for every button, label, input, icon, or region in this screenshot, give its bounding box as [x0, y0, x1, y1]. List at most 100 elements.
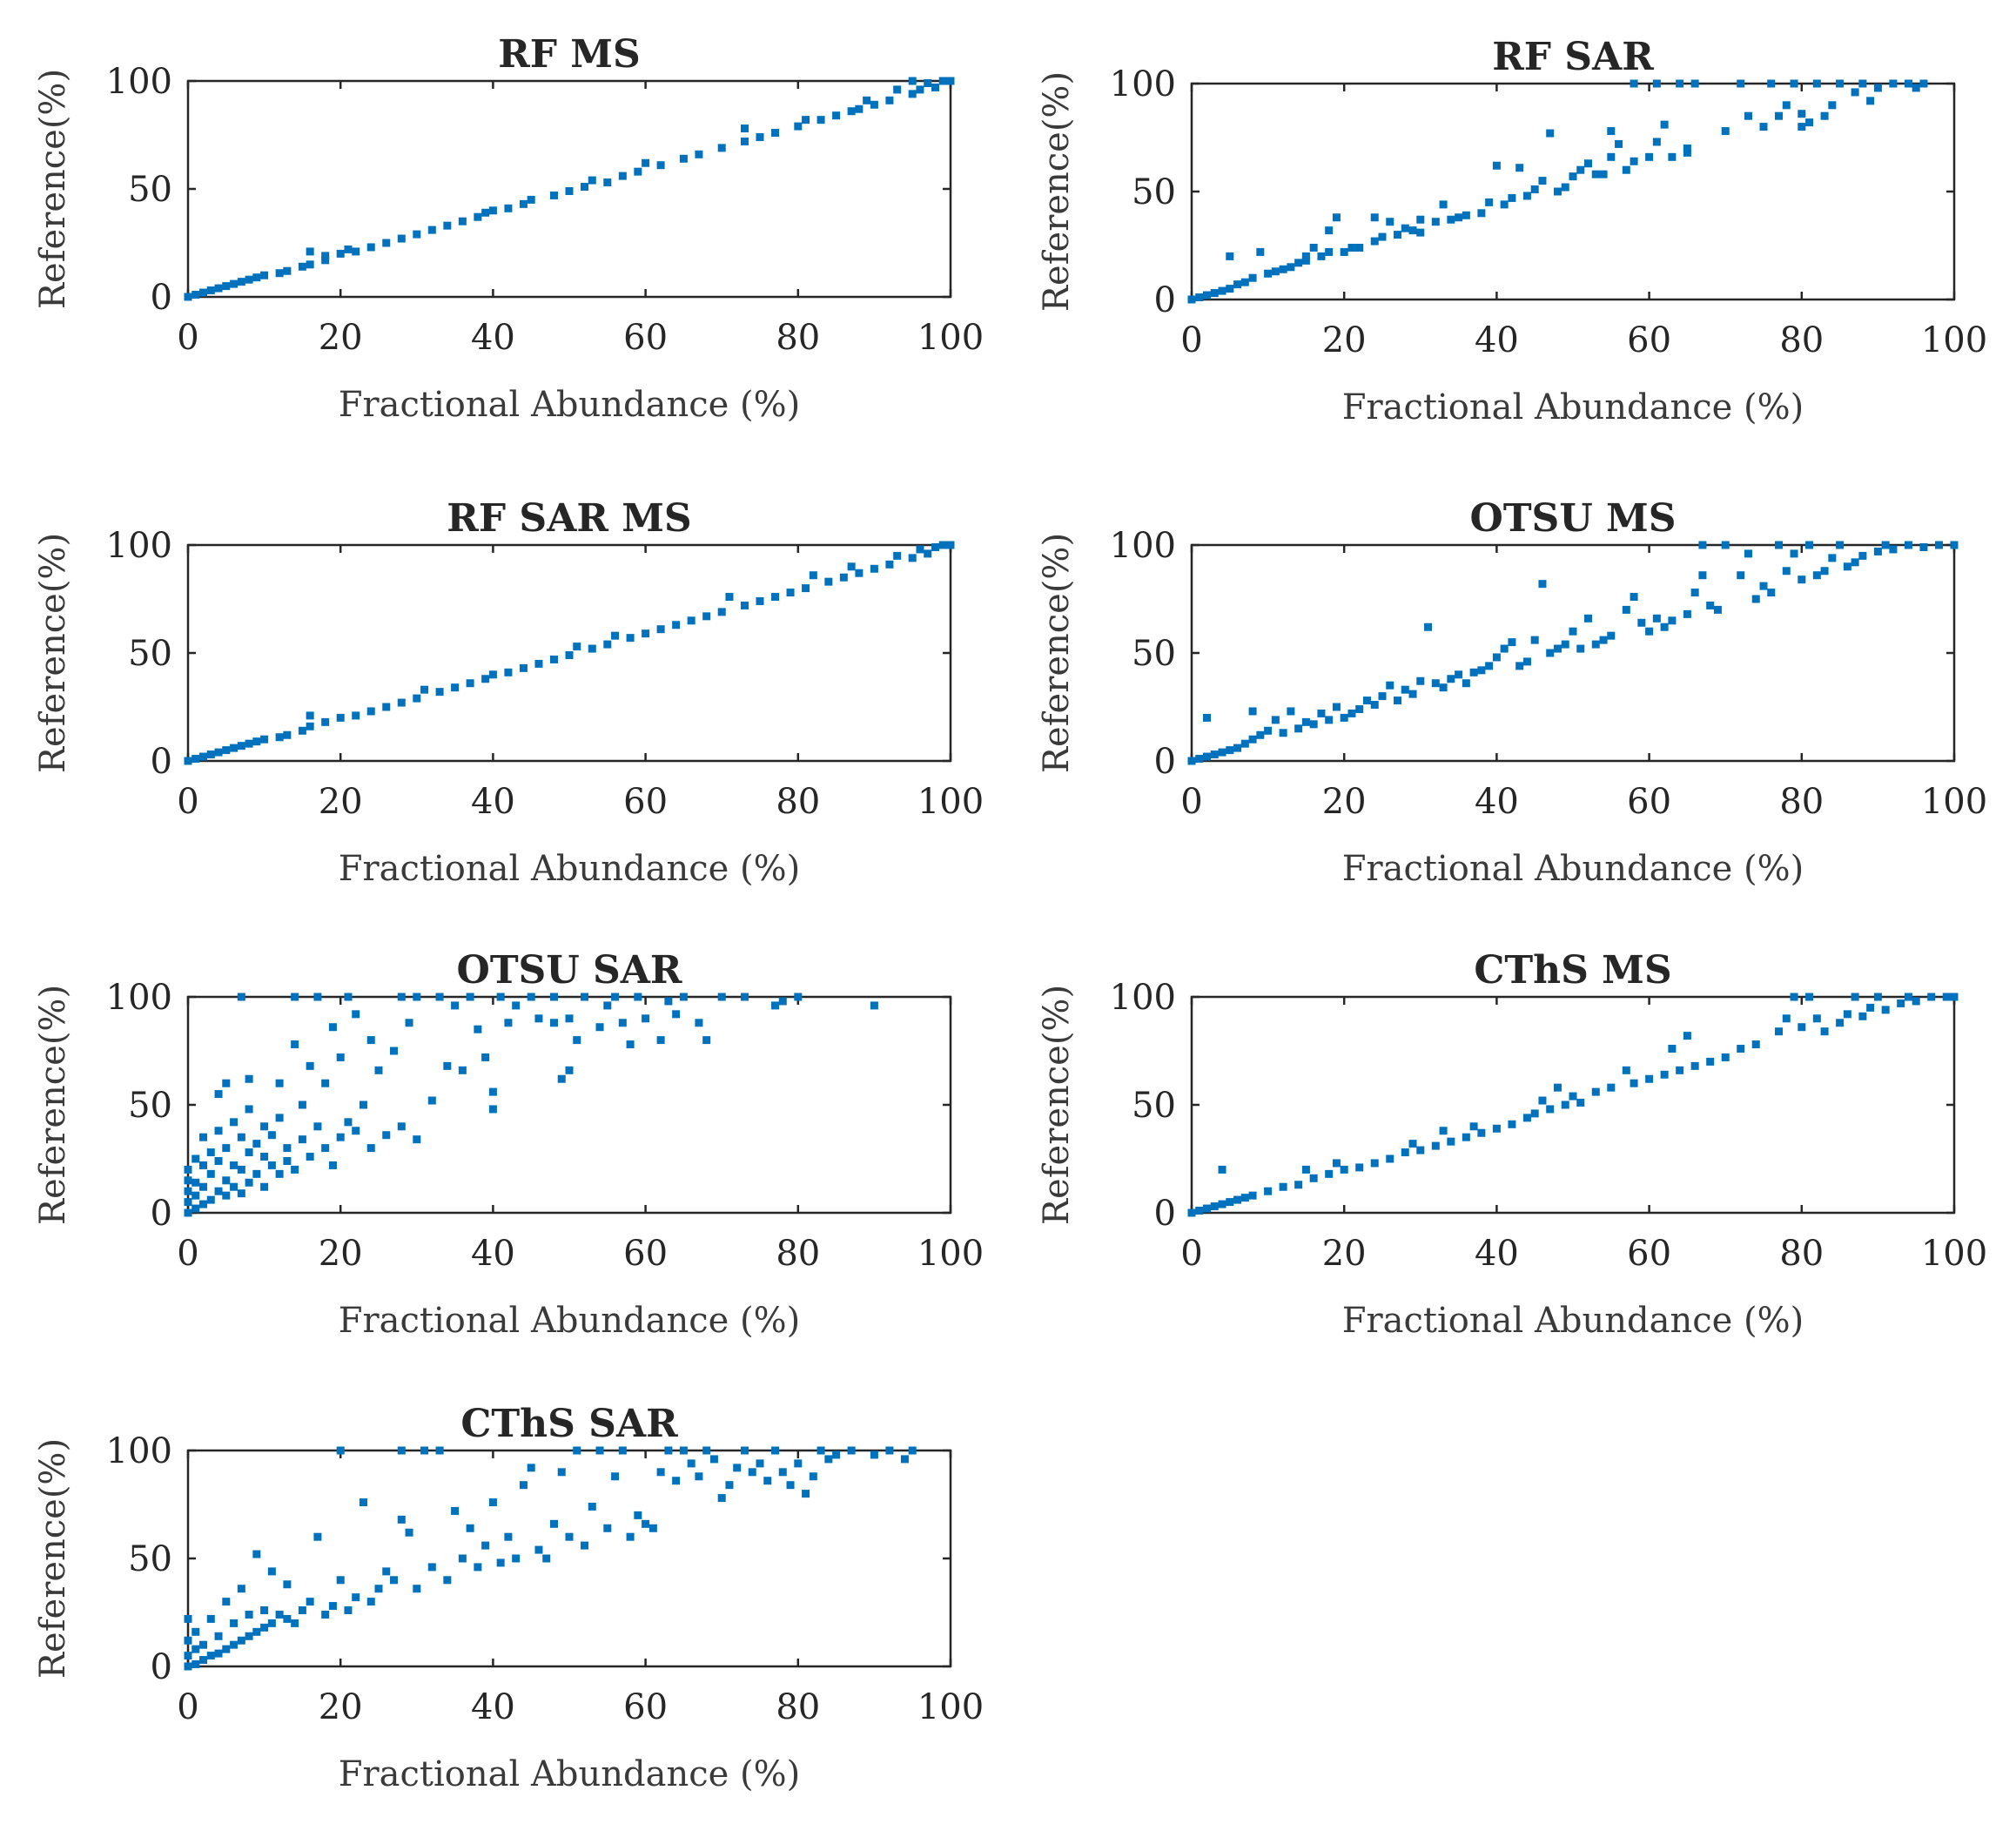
data-point	[595, 1446, 604, 1455]
data-point	[672, 1477, 681, 1485]
data-point	[306, 1598, 314, 1606]
data-point	[1485, 662, 1494, 670]
data-point	[321, 1144, 330, 1153]
data-point	[260, 1122, 269, 1131]
data-point	[733, 1464, 742, 1472]
data-point	[1294, 1181, 1303, 1189]
data-point	[192, 1154, 200, 1163]
data-point	[549, 993, 558, 1001]
x-tick-label: 40	[1475, 782, 1519, 822]
data-point	[252, 1627, 261, 1636]
data-point	[1897, 999, 1905, 1007]
data-point	[192, 1178, 200, 1187]
data-point	[1698, 571, 1707, 580]
data-point	[496, 1558, 505, 1567]
x-tick-label: 60	[623, 1687, 668, 1727]
data-point	[1301, 1165, 1310, 1174]
data-point	[1408, 1140, 1417, 1148]
data-point	[1515, 662, 1524, 670]
data-point	[557, 1468, 566, 1477]
data-point	[1553, 1083, 1562, 1092]
data-point	[458, 217, 467, 225]
data-point	[328, 1023, 337, 1032]
data-point	[626, 1532, 635, 1541]
data-point	[1836, 1019, 1845, 1027]
data-point	[1522, 657, 1531, 666]
data-point	[427, 1563, 436, 1572]
data-point	[1820, 567, 1829, 575]
data-point	[549, 1019, 558, 1027]
data-point	[839, 573, 848, 582]
data-point	[184, 293, 192, 301]
data-point	[397, 234, 406, 243]
data-point	[1485, 198, 1494, 206]
data-point	[1203, 1204, 1212, 1213]
data-point	[816, 116, 825, 125]
data-point	[1690, 1061, 1699, 1070]
data-point	[405, 1528, 413, 1537]
data-point	[1187, 1208, 1196, 1217]
x-tick-label: 0	[1180, 1234, 1202, 1274]
data-point	[199, 1182, 208, 1191]
data-point	[413, 694, 421, 703]
data-point	[1233, 744, 1242, 752]
y-tick-label: 100	[106, 978, 172, 1018]
data-point	[1462, 679, 1470, 688]
data-point	[1805, 993, 1814, 1001]
x-axis-label: Fractional Abundance (%)	[339, 385, 800, 425]
data-point	[466, 679, 474, 688]
data-point	[1607, 631, 1616, 640]
data-point	[260, 735, 269, 744]
data-point	[885, 1446, 894, 1455]
y-tick-label: 100	[1110, 978, 1176, 1018]
data-point	[206, 1614, 215, 1623]
data-point	[451, 1001, 460, 1010]
data-point	[199, 1656, 208, 1665]
data-point	[1340, 1165, 1348, 1174]
data-point	[1218, 1200, 1226, 1208]
data-point	[1203, 291, 1212, 300]
data-point	[1858, 79, 1867, 88]
y-axis-label: Reference(%)	[33, 533, 73, 773]
data-point	[192, 1660, 200, 1669]
data-point	[252, 1550, 261, 1558]
data-point	[565, 650, 574, 659]
panel-title: RF SAR	[1492, 35, 1654, 79]
data-point	[267, 1131, 276, 1140]
data-point	[946, 77, 955, 85]
data-point	[1301, 717, 1310, 726]
x-tick-label: 60	[623, 1234, 668, 1274]
data-point	[374, 1585, 383, 1593]
data-point	[717, 993, 726, 1001]
y-axis-label: Reference(%)	[33, 69, 73, 309]
data-point	[656, 1036, 665, 1045]
data-point	[1394, 697, 1402, 705]
data-point	[1607, 152, 1616, 161]
data-point	[603, 1001, 612, 1010]
data-point	[1210, 289, 1219, 298]
data-point	[1355, 243, 1364, 252]
data-point	[1401, 1148, 1409, 1157]
data-point	[1873, 84, 1882, 92]
data-point	[847, 1446, 856, 1455]
data-point	[1790, 993, 1798, 1001]
data-point	[1195, 293, 1204, 302]
data-point	[267, 1161, 276, 1169]
data-point	[1812, 1014, 1821, 1023]
data-point	[740, 125, 749, 133]
data-point	[519, 663, 528, 672]
data-point	[1607, 127, 1616, 136]
data-point	[230, 1640, 239, 1649]
data-point	[1812, 571, 1821, 580]
data-point	[893, 551, 902, 560]
data-point	[1775, 1027, 1784, 1036]
x-tick-label: 20	[319, 1687, 363, 1727]
data-point	[1622, 605, 1630, 614]
data-point	[1500, 200, 1509, 209]
data-point	[344, 1606, 353, 1615]
data-point	[260, 1606, 269, 1615]
data-point	[214, 1649, 223, 1658]
data-point	[199, 288, 208, 297]
data-point	[1782, 567, 1791, 575]
data-point	[283, 730, 292, 739]
